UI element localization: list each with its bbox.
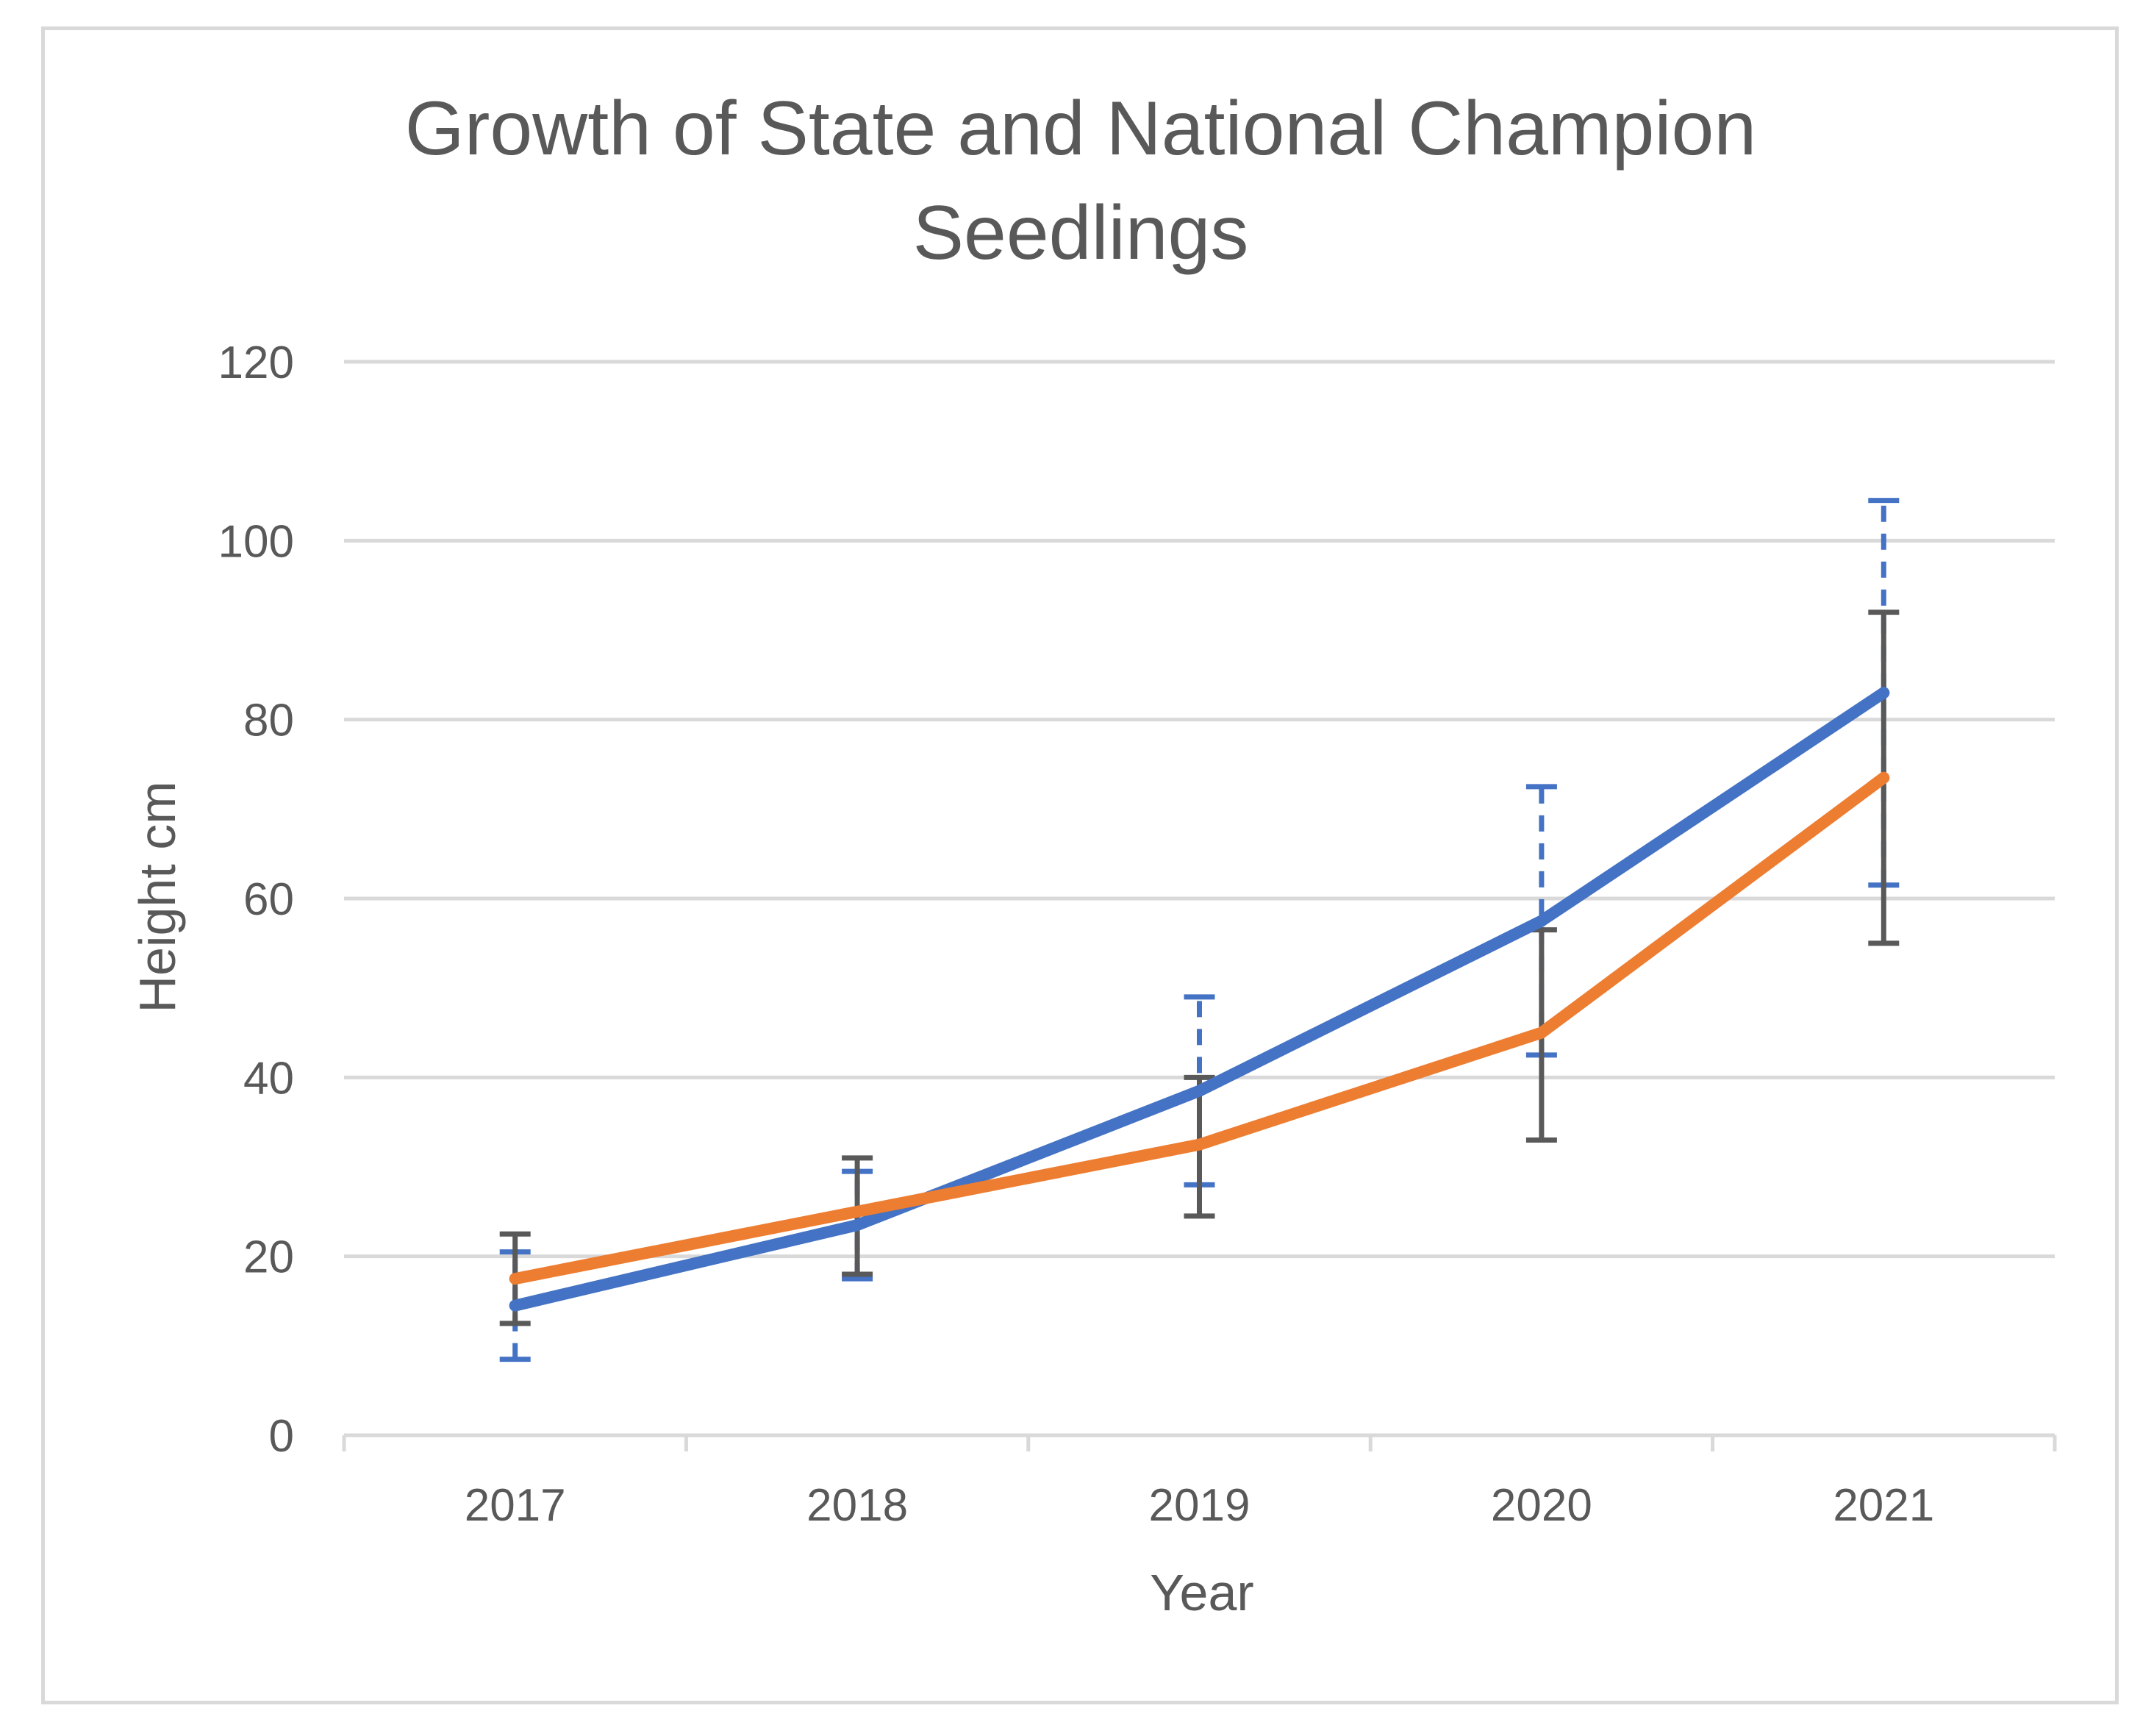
x-tick-label-2020: 2020 bbox=[1491, 1480, 1592, 1531]
data-point-series-2-2017 bbox=[509, 1273, 521, 1285]
x-tick-labels: 2017 2018 2019 2020 2021 bbox=[465, 1480, 1935, 1531]
y-tick-label-20: 20 bbox=[243, 1232, 294, 1283]
series-lines bbox=[509, 687, 1890, 1312]
y-tick-label-60: 60 bbox=[243, 874, 294, 925]
data-point-series-1-2017 bbox=[509, 1299, 521, 1312]
x-tick-label-2021: 2021 bbox=[1833, 1480, 1934, 1531]
chart-title-line-1: Growth of State and National Champion bbox=[405, 86, 1756, 171]
y-tick-label-120: 120 bbox=[218, 337, 294, 388]
data-point-series-2-2018 bbox=[851, 1205, 864, 1218]
data-point-series-1-2018 bbox=[851, 1219, 864, 1232]
x-axis bbox=[342, 1433, 2057, 1451]
y-tick-label-0: 0 bbox=[269, 1411, 294, 1462]
y-axis-title: Height cm bbox=[129, 781, 186, 1012]
chart-title-line-2: Seedlings bbox=[913, 190, 1249, 276]
data-point-series-2-2021 bbox=[1878, 771, 1890, 784]
data-point-series-2-2019 bbox=[1193, 1138, 1206, 1151]
y-tick-label-100: 100 bbox=[218, 516, 294, 567]
x-axis-title: Year bbox=[1150, 1564, 1253, 1621]
data-point-series-1-2021 bbox=[1878, 687, 1890, 699]
y-tick-label-40: 40 bbox=[243, 1053, 294, 1104]
data-point-series-1-2020 bbox=[1535, 915, 1547, 927]
x-tick-label-2017: 2017 bbox=[465, 1480, 566, 1531]
x-tick-label-2018: 2018 bbox=[806, 1480, 908, 1531]
data-point-series-1-2019 bbox=[1193, 1085, 1206, 1097]
y-tick-label-80: 80 bbox=[243, 696, 294, 746]
y-tick-labels: 0 20 40 60 80 100 120 bbox=[218, 337, 294, 1462]
data-point-series-2-2020 bbox=[1535, 1026, 1547, 1039]
x-tick-label-2019: 2019 bbox=[1149, 1480, 1250, 1531]
